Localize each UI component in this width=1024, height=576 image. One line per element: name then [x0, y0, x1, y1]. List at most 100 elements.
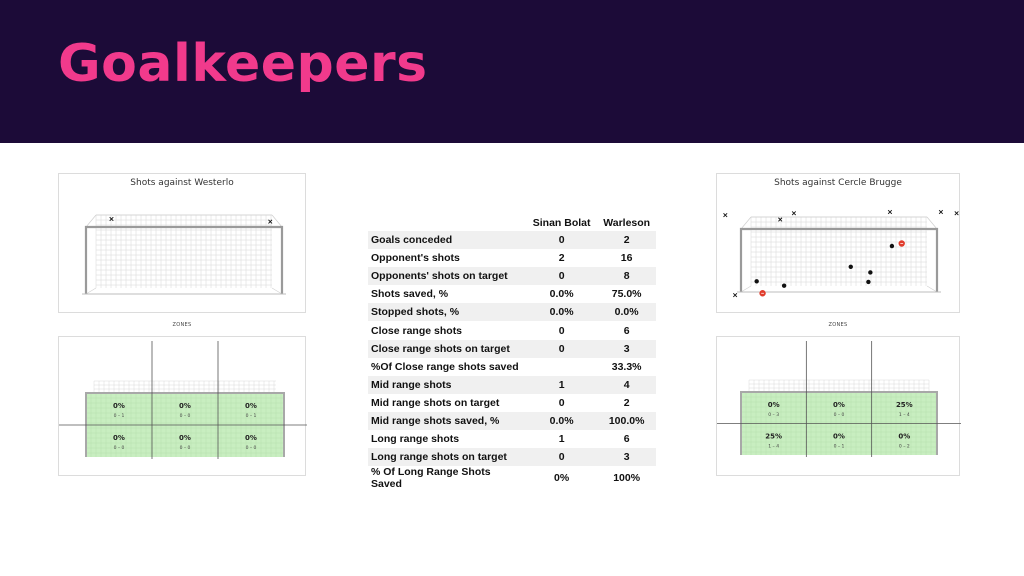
table-header-label — [368, 214, 526, 231]
row-value-sinan-bolat: 0 — [558, 270, 565, 283]
zone-count: 0 – 0 — [246, 445, 257, 451]
shot-marker-goal — [759, 290, 766, 297]
zones-canvas: 0% 0 – 1 0% 0 – 0 0% 0 – 1 0% 0 – 0 0% 0 – 0 0% 0 –… — [59, 341, 307, 459]
zone-count: 0 – 0 — [114, 445, 125, 451]
shot-map-title: Shots against Cercle Brugge — [774, 178, 902, 188]
row-value-warleson: 16 — [620, 252, 633, 265]
row-label: Opponents' shots on target — [371, 270, 508, 283]
row-value-warleson: 33.3% — [611, 360, 642, 373]
row-value-warleson: 3 — [623, 451, 630, 464]
row-value-sinan-bolat: 0% — [554, 472, 570, 485]
row-label: Mid range shots on target — [371, 396, 500, 409]
row-label: Mid range shots saved, % — [371, 414, 500, 427]
shot-marker-miss — [791, 211, 797, 216]
table-row: Mid range shots on target 0 2 — [368, 393, 656, 412]
row-label: % Of Long Range Shots Saved — [371, 466, 491, 491]
row-value-sinan-bolat: 1 — [558, 433, 565, 446]
row-label: Close range shots on target — [371, 342, 510, 355]
zone-percent: 25% — [765, 432, 782, 440]
zone-percent: 0% — [245, 402, 257, 410]
shot-marker-miss — [887, 209, 893, 215]
row-label: Opponent's shots — [371, 252, 460, 265]
zone-count: 0 – 1 — [834, 443, 845, 449]
zone-percent: 0% — [113, 434, 125, 442]
row-value-sinan-bolat: 0 — [558, 396, 565, 409]
zone-percent: 0% — [179, 434, 191, 442]
shot-marker-save — [781, 283, 787, 288]
table-row: % Of Long Range Shots Saved 0% 100% — [368, 466, 656, 491]
row-value-warleson: 6 — [623, 433, 630, 446]
goal-net — [748, 379, 930, 393]
table-header-warleson: Warleson — [603, 216, 651, 229]
shot-marker-save — [754, 279, 759, 284]
row-value-warleson: 4 — [623, 378, 630, 391]
goalkeeper-stats-table: Sinan Bolat Warleson Goals conceded 0 2 Opp… — [368, 214, 656, 491]
zone-count: 1 – 4 — [768, 443, 779, 449]
zone-count: 0 – 0 — [180, 413, 191, 419]
zones-label: ZONES — [172, 322, 192, 328]
shot-marker-save — [848, 264, 853, 269]
shot-map-cercle-brugge: Shots against Cercle Brugge — [716, 173, 960, 313]
zone-percent: 0% — [113, 402, 125, 410]
zone-percent: 25% — [896, 401, 913, 409]
row-label: Long range shots on target — [371, 451, 507, 464]
zone-percent: 0% — [179, 402, 191, 410]
table-row: Long range shots 1 6 — [368, 430, 656, 449]
shot-marker-miss — [938, 209, 944, 215]
shot-map-title: Shots against Westerlo — [130, 178, 234, 188]
row-label: Goals conceded — [371, 234, 453, 247]
row-label: Long range shots — [371, 433, 460, 446]
goal-frame — [739, 227, 939, 292]
zone-percent: 0% — [898, 432, 910, 440]
row-label: Stopped shots, % — [371, 306, 460, 319]
zone-percent: 0% — [245, 434, 257, 442]
row-label: Shots saved, % — [371, 288, 449, 301]
shot-marker-miss — [954, 211, 959, 216]
table-row: Close range shots 0 6 — [368, 321, 656, 340]
table-row: Shots saved, % 0.0% 75.0% — [368, 285, 656, 304]
table-row: Goals conceded 0 2 — [368, 231, 656, 250]
zone-count: 0 – 0 — [834, 412, 845, 418]
table-row: Long range shots on target 0 3 — [368, 448, 656, 467]
row-value-sinan-bolat: 1 — [558, 378, 565, 391]
row-value-sinan-bolat: 0 — [558, 234, 565, 247]
row-value-sinan-bolat — [526, 358, 597, 376]
shot-map-canvas — [82, 214, 286, 295]
shot-marker-miss — [733, 293, 738, 298]
zone-count: 0 – 1 — [114, 413, 125, 419]
row-value-warleson: 0.0% — [614, 306, 639, 319]
row-value-warleson: 2 — [623, 234, 630, 247]
row-value-warleson: 100% — [613, 472, 641, 485]
row-label: %Of Close range shots saved — [371, 360, 519, 373]
table-row: Opponent's shots 2 16 — [368, 249, 656, 268]
shot-marker-miss — [723, 213, 728, 218]
zone-count: 0 – 3 — [768, 412, 779, 418]
zones-label: ZONES — [828, 322, 848, 328]
row-value-sinan-bolat: 0 — [558, 342, 565, 355]
shot-marker-goal — [898, 240, 905, 247]
row-value-sinan-bolat: 0.0% — [549, 306, 574, 319]
table-header-row: Sinan Bolat Warleson — [368, 214, 656, 231]
table-row: Mid range shots 1 4 — [368, 375, 656, 394]
shot-marker-save — [889, 243, 895, 249]
zone-count: 0 – 2 — [899, 443, 910, 449]
row-value-sinan-bolat: 0 — [558, 451, 565, 464]
zone-percent: 0% — [768, 401, 780, 409]
row-label: Close range shots — [371, 324, 463, 337]
goal-net — [93, 380, 276, 394]
goal-frame — [84, 225, 284, 294]
row-value-warleson: 2 — [623, 396, 630, 409]
zones-canvas: 0% 0 – 3 0% 0 – 0 25% 1 – 4 25% 1 – 4 0% 0 – 1 0% 0… — [717, 341, 961, 457]
row-value-sinan-bolat: 0 — [558, 324, 565, 337]
shot-marker-miss — [109, 216, 114, 222]
zone-count: 0 – 1 — [246, 413, 257, 419]
shot-marker-miss — [778, 217, 783, 222]
row-value-sinan-bolat: 0.0% — [549, 288, 574, 301]
header-banner: Goalkeepers — [0, 0, 1024, 143]
shot-map-westerlo: Shots against Westerlo — [58, 173, 306, 313]
row-value-warleson: 8 — [623, 270, 630, 283]
shot-marker-save — [866, 279, 871, 285]
page-title: Goalkeepers — [58, 34, 428, 94]
table-row: Opponents' shots on target 0 8 — [368, 267, 656, 286]
